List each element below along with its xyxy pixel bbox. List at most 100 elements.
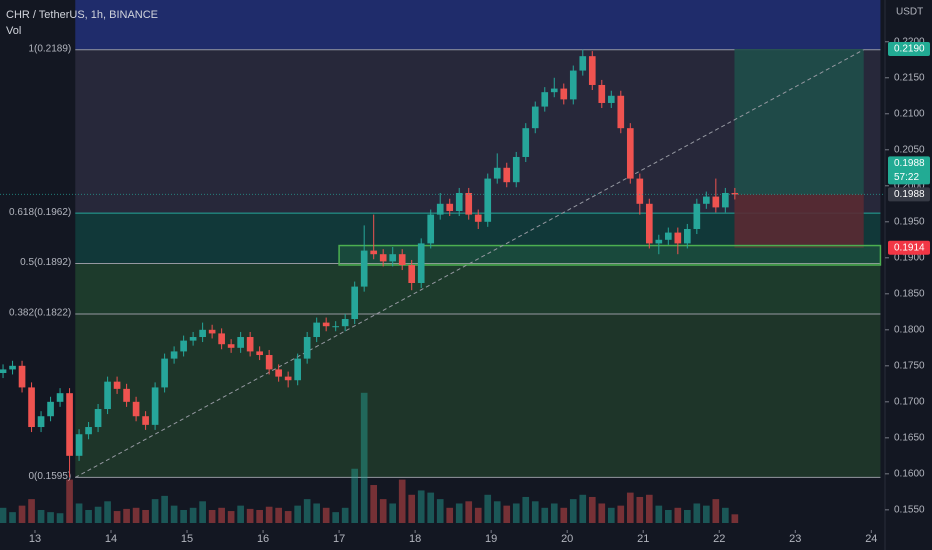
volume-bar: [607, 507, 615, 523]
candle-body: [18, 365, 26, 388]
candle-body: [636, 178, 644, 204]
volume-bar: [237, 505, 244, 523]
candle-body: [436, 203, 444, 215]
fib-top-band: [75, 0, 881, 50]
candle-body: [474, 214, 482, 222]
x-tick-label: 17: [333, 533, 345, 545]
volume-bar: [18, 505, 26, 523]
symbol: CHR / TetherUS, 1h, BINANCE: [6, 9, 158, 21]
candle-body: [427, 214, 435, 244]
volume-bar: [75, 503, 83, 523]
x-tick-label: 20: [561, 533, 573, 545]
volume-bar: [683, 509, 691, 523]
candle-body: [37, 416, 45, 428]
candle-body: [189, 337, 197, 341]
volume-bar: [256, 509, 263, 523]
candle-body: [617, 95, 625, 129]
candle-body: [664, 232, 672, 240]
candle-body: [655, 239, 663, 244]
volume-bar: [379, 499, 387, 523]
y-tick-label: 0.2050: [894, 144, 925, 155]
price-tag-label: 0.1914: [894, 242, 925, 253]
candle-body: [94, 409, 102, 428]
candle-body: [180, 340, 187, 352]
volume-bar: [265, 506, 273, 523]
candle-body: [9, 365, 16, 370]
price-tag-label: 0.2190: [894, 44, 925, 55]
x-tick-label: 23: [789, 533, 801, 545]
volume-bar: [332, 512, 340, 523]
volume-bar: [151, 499, 159, 523]
candle-body: [531, 106, 539, 129]
y-tick-label: 0.2000: [894, 180, 925, 191]
candle-body: [446, 203, 454, 211]
volume-bar: [132, 507, 140, 523]
volume-bar: [94, 506, 102, 523]
volume-bar: [170, 505, 178, 523]
volume-bar: [85, 509, 92, 523]
volume-bar: [560, 507, 568, 523]
candle-body: [645, 203, 653, 244]
price-tag: [888, 187, 930, 202]
candle-body: [28, 387, 35, 428]
volume-bar: [636, 496, 644, 523]
volume-bar: [66, 479, 73, 523]
candle-body: [370, 250, 378, 255]
volume-bar: [275, 507, 282, 523]
candle-body: [227, 344, 235, 348]
x-tick-label: 13: [29, 533, 41, 545]
y-tick-label: 0.1600: [894, 468, 925, 479]
volume-bar: [617, 505, 625, 523]
fib-label: 0.618(0.1962): [9, 207, 71, 218]
candle-body: [674, 232, 682, 244]
y-tick-label: 0.1850: [894, 288, 925, 299]
x-tick-label: 22: [713, 533, 725, 545]
volume-bar: [351, 468, 359, 523]
candle-body: [47, 401, 54, 417]
candle-body: [161, 358, 168, 388]
candle-body: [237, 337, 244, 348]
candle-body: [626, 128, 634, 179]
candle-body: [151, 387, 159, 425]
volume-bar: [113, 511, 121, 523]
volume-bar: [123, 508, 130, 523]
candle-body: [484, 178, 492, 222]
candle-body: [560, 88, 568, 100]
y-tick-label: 0.1650: [894, 432, 925, 443]
volume-bar: [294, 505, 301, 523]
volume-bar: [522, 496, 530, 523]
volume-bar: [550, 503, 558, 523]
x-tick-label: 24: [865, 533, 877, 545]
candle-body: [294, 358, 301, 381]
volume-bar: [398, 479, 406, 523]
candle-body: [170, 351, 178, 359]
y-tick-label: 0.2200: [894, 36, 925, 47]
price-tag: [888, 41, 930, 56]
candle-body: [132, 401, 140, 417]
currency: USDT: [896, 7, 923, 18]
candle-body: [683, 228, 691, 244]
volume-bar: [512, 503, 520, 523]
candle-body: [379, 254, 387, 262]
fib-label: 0(0.1595): [28, 471, 71, 482]
x-tick-label: 16: [257, 533, 269, 545]
candle-body: [322, 322, 330, 327]
y-tick-label: 0.1700: [894, 396, 925, 407]
fib-label: 0.5(0.1892): [20, 257, 71, 268]
candle-body: [360, 250, 368, 287]
candle-body: [598, 84, 606, 103]
volume-bar: [322, 507, 330, 523]
candle-body: [351, 286, 359, 320]
volume-bar: [731, 514, 739, 523]
volume-bar: [389, 503, 397, 523]
candle-body: [417, 243, 425, 284]
candle-body: [275, 369, 282, 377]
fib-label: 1(0.2189): [28, 43, 71, 54]
candle-body: [313, 322, 320, 338]
volume-bar: [455, 503, 463, 523]
volume-bar: [674, 507, 682, 523]
volume-bar: [541, 507, 549, 523]
volume-bar: [712, 499, 720, 523]
volume-bar: [161, 495, 168, 523]
